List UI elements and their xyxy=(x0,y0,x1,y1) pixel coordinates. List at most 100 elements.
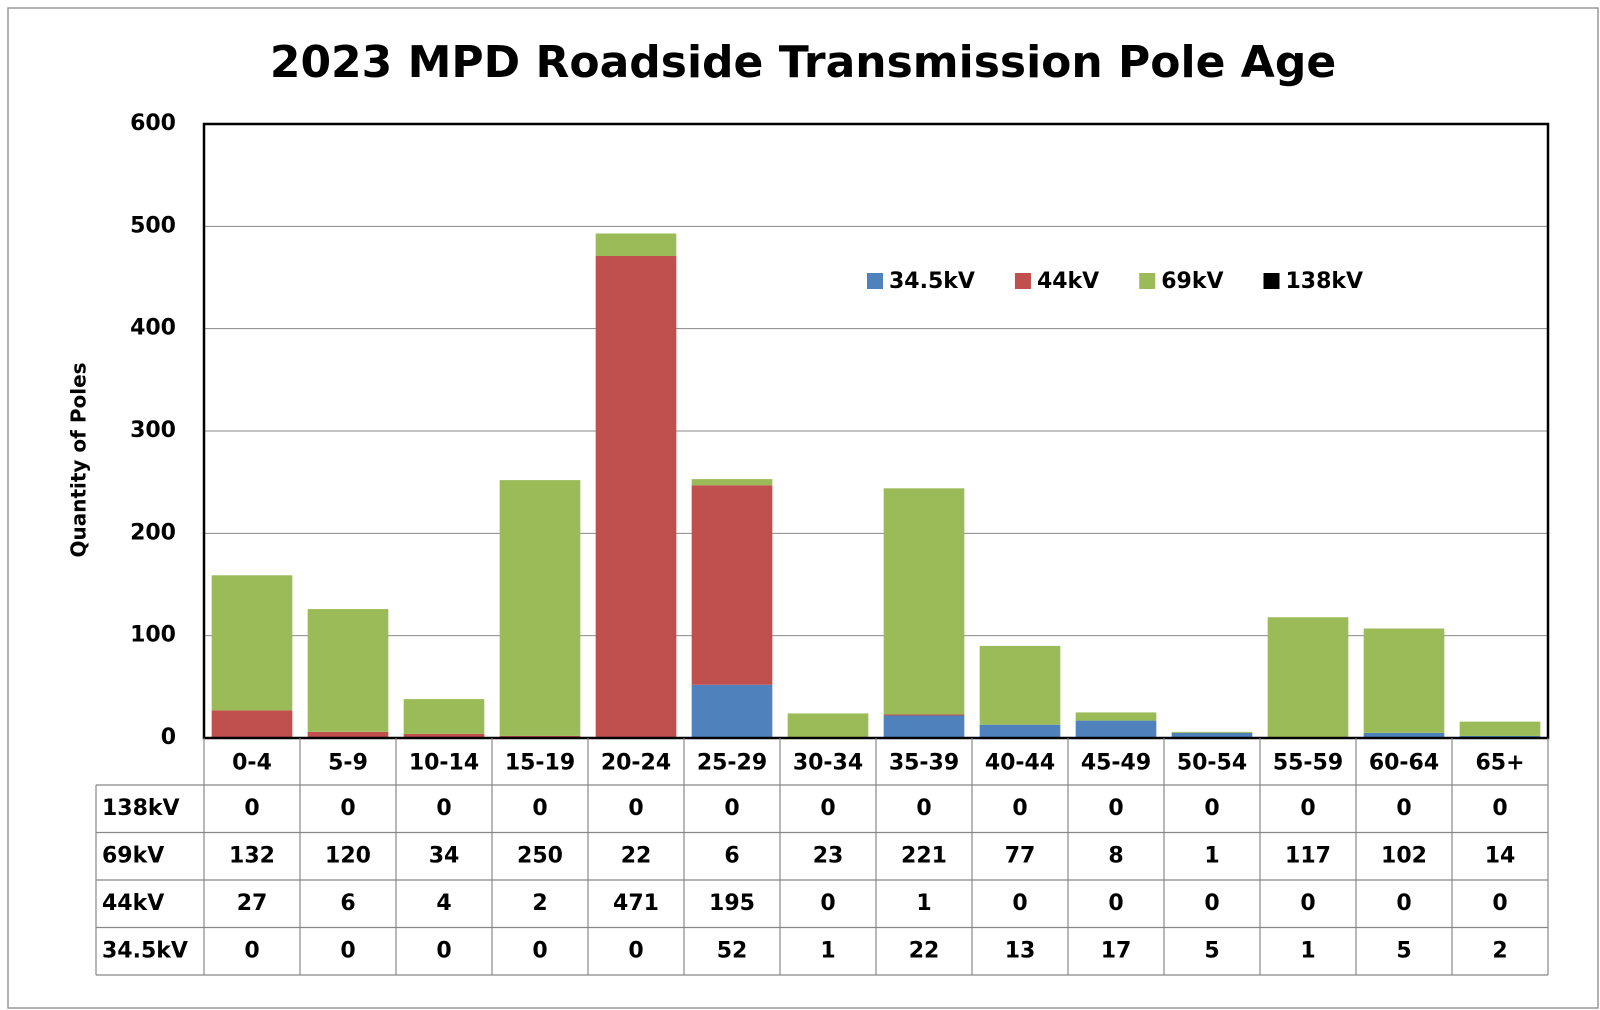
y-tick-label: 600 xyxy=(130,111,176,136)
table-cell: 17 xyxy=(1101,938,1132,963)
table-cell: 4 xyxy=(436,891,451,916)
bar-segment xyxy=(1075,712,1157,721)
table-cell: 6 xyxy=(724,843,739,868)
table-cell: 0 xyxy=(1204,891,1219,916)
table-row-label: 34.5kV xyxy=(102,938,188,963)
table-cell: 22 xyxy=(621,843,652,868)
legend-swatch xyxy=(1139,273,1156,289)
table-cell: 2 xyxy=(532,891,547,916)
x-tick-label: 60-64 xyxy=(1369,751,1439,776)
x-tick-label: 10-14 xyxy=(409,751,479,776)
y-tick-label: 100 xyxy=(130,623,176,648)
table-cell: 120 xyxy=(325,843,371,868)
x-tick-label: 35-39 xyxy=(889,751,959,776)
bar-segment xyxy=(1075,720,1157,738)
x-tick-label: 25-29 xyxy=(697,751,767,776)
table-cell: 250 xyxy=(517,843,563,868)
legend-swatch xyxy=(1014,273,1031,289)
table-cell: 34 xyxy=(429,843,460,868)
bar-segment xyxy=(403,699,485,734)
x-tick-label: 50-54 xyxy=(1177,751,1247,776)
table-cell: 8 xyxy=(1108,843,1123,868)
table-cell: 195 xyxy=(709,891,755,916)
table-cell: 132 xyxy=(229,843,275,868)
bar-segment xyxy=(403,733,485,738)
table-cell: 0 xyxy=(916,796,931,821)
table-cell: 5 xyxy=(1396,938,1411,963)
x-tick-label: 45-49 xyxy=(1081,751,1151,776)
bar-segment xyxy=(1171,732,1253,738)
table-cell: 0 xyxy=(1492,891,1507,916)
y-axis-label: Quantity of Poles xyxy=(67,362,91,557)
x-tick-label: 0-4 xyxy=(232,751,272,776)
table-cell: 0 xyxy=(532,938,547,963)
x-tick-label: 30-34 xyxy=(793,751,863,776)
table-cell: 2 xyxy=(1492,938,1507,963)
table-cell: 6 xyxy=(340,891,355,916)
table-cell: 0 xyxy=(1204,796,1219,821)
x-tick-label: 20-24 xyxy=(601,751,671,776)
table-cell: 471 xyxy=(613,891,659,916)
bar-segment xyxy=(787,713,869,737)
table-cell: 0 xyxy=(244,938,259,963)
table-cell: 0 xyxy=(1300,891,1315,916)
legend-swatch xyxy=(1263,273,1280,289)
y-tick-label: 400 xyxy=(130,316,176,341)
chart-frame xyxy=(7,7,1599,1009)
table-cell: 0 xyxy=(1108,796,1123,821)
table-cell: 0 xyxy=(436,938,451,963)
bar-segment xyxy=(1267,617,1349,737)
bar-segment xyxy=(595,256,677,738)
table-cell: 102 xyxy=(1381,843,1427,868)
chart-title: 2023 MPD Roadside Transmission Pole Age xyxy=(270,37,1336,88)
table-cell: 221 xyxy=(901,843,947,868)
table-cell: 1 xyxy=(1204,843,1219,868)
table-cell: 0 xyxy=(820,891,835,916)
x-tick-label: 5-9 xyxy=(328,751,368,776)
table-cell: 1 xyxy=(916,891,931,916)
bar-segment xyxy=(499,480,581,736)
table-cell: 0 xyxy=(340,796,355,821)
table-cell: 5 xyxy=(1204,938,1219,963)
y-tick-label: 200 xyxy=(130,520,176,545)
table-cell: 13 xyxy=(1005,938,1036,963)
table-cell: 23 xyxy=(813,843,844,868)
table-cell: 0 xyxy=(1012,796,1027,821)
bar-segment xyxy=(979,645,1061,725)
table-cell: 77 xyxy=(1005,843,1036,868)
table-cell: 0 xyxy=(1396,796,1411,821)
table-cell: 1 xyxy=(820,938,835,963)
table-cell: 0 xyxy=(628,796,643,821)
bar-segment xyxy=(883,714,965,716)
y-tick-label: 300 xyxy=(130,418,176,443)
table-cell: 27 xyxy=(237,891,268,916)
table-cell: 0 xyxy=(1012,891,1027,916)
table-cell: 0 xyxy=(820,796,835,821)
table-cell: 1 xyxy=(1300,938,1315,963)
table-cell: 0 xyxy=(1396,891,1411,916)
bar-segment xyxy=(691,479,773,486)
table-cell: 117 xyxy=(1285,843,1331,868)
table-row-label: 44kV xyxy=(102,891,164,916)
bar-segment xyxy=(1171,731,1253,733)
bar-segment xyxy=(307,731,389,738)
table-cell: 52 xyxy=(717,938,748,963)
bar-segment xyxy=(595,233,677,257)
legend-label: 138kV xyxy=(1286,269,1364,294)
table-row-label: 69kV xyxy=(102,843,164,868)
table-cell: 0 xyxy=(628,938,643,963)
bar-segment xyxy=(211,575,293,711)
table-cell: 0 xyxy=(1108,891,1123,916)
table-cell: 22 xyxy=(909,938,940,963)
bar-segment xyxy=(979,724,1061,738)
table-cell: 0 xyxy=(1492,796,1507,821)
bar-segment xyxy=(307,609,389,732)
x-tick-label: 65+ xyxy=(1475,751,1524,776)
bar-segment xyxy=(883,715,965,738)
y-tick-label: 0 xyxy=(161,725,176,750)
legend-label: 69kV xyxy=(1161,269,1223,294)
table-row-label: 138kV xyxy=(102,796,180,821)
table-cell: 0 xyxy=(436,796,451,821)
legend-label: 44kV xyxy=(1037,269,1099,294)
